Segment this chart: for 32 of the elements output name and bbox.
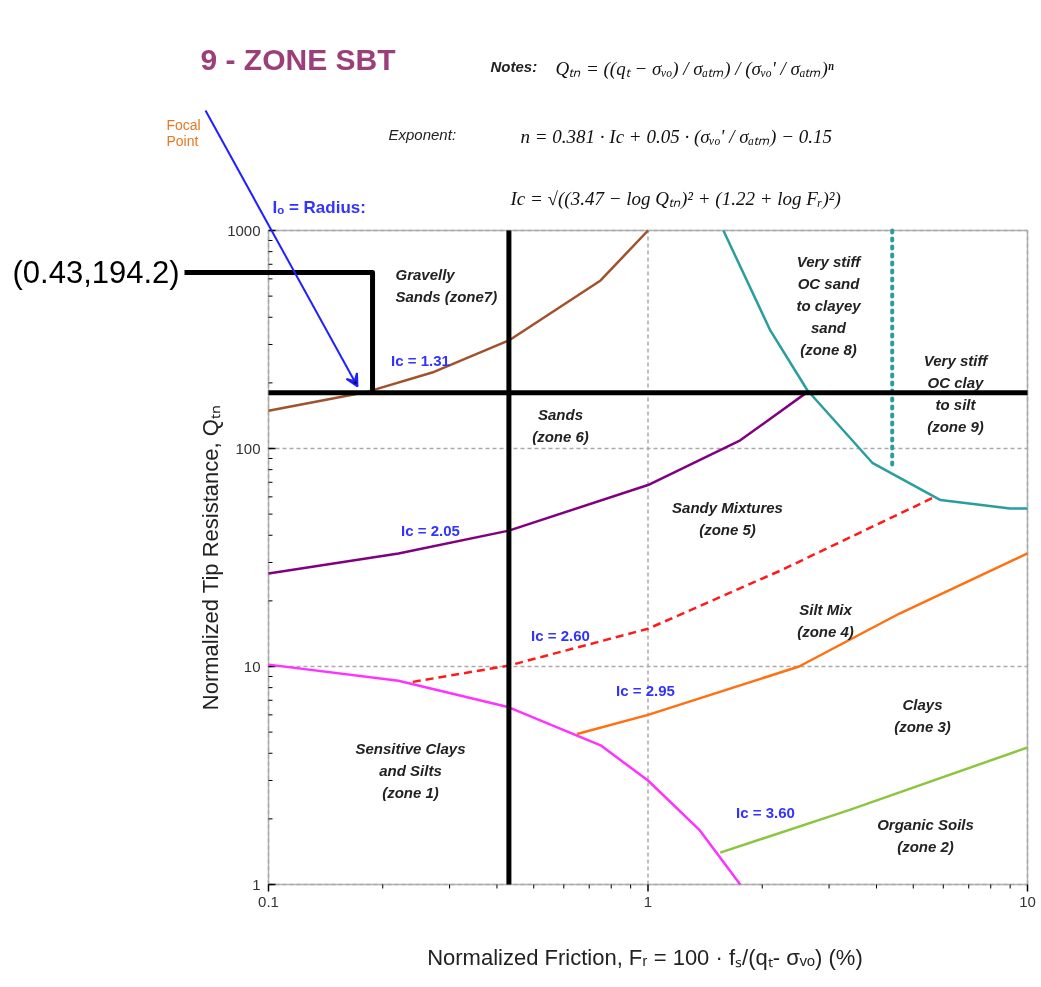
annotation: Sands (zone 6)	[532, 405, 589, 446]
annotation: Ic = 2.05	[401, 522, 460, 539]
text: Ic = √((3.47 − log Qₜₙ)² + (1.22 + log Fᵣ)²)	[509, 188, 841, 210]
annotation: Sandy Mixtures (zone 5)	[672, 498, 783, 539]
annotation: Ic = 2.60	[531, 627, 590, 644]
text: Iₒ = Radius:	[272, 198, 366, 217]
x-tick-label: 1	[643, 892, 653, 910]
annotation: Sensitive Clays and Silts (zone 1)	[355, 739, 466, 802]
text: Qₜₙ = ((qₜ − σᵥₒ) / σₐₜₘ) / (σᵥₒ' / σₐₜₘ)ⁿ	[555, 58, 834, 80]
annotation: Ic = 2.95	[616, 682, 675, 699]
annotation: Clays (zone 3)	[894, 695, 951, 736]
x-tick-label: 10	[1019, 892, 1036, 910]
text: Focal Point	[166, 116, 201, 149]
y-tick-label: 1000	[227, 221, 261, 239]
x-axis-title: Normalized Friction, Fᵣ = 100 · fₛ/(qₜ- σᵥₒ) (%)	[427, 945, 863, 970]
chart-title: 9 - ZONE SBT	[200, 42, 396, 76]
x-tick-label: 0.1	[258, 892, 279, 910]
y-tick-label: 1	[252, 875, 261, 893]
annotation: Ic = 3.60	[736, 804, 795, 821]
annotation: Silt Mix (zone 4)	[797, 600, 854, 641]
text: Notes:	[490, 58, 538, 75]
annotation: Gravelly Sands (zone7)	[395, 265, 498, 306]
annotation: Ic = 1.31	[391, 352, 450, 369]
annotation: Very stiff OC sand to clayey sand (zone 8)	[796, 252, 863, 359]
annotation: Very stiff OC clay to silt (zone 9)	[923, 351, 990, 436]
text: n = 0.381 · Ic + 0.05 · (σᵥₒ' / σₐₜₘ) − 0.15	[520, 126, 833, 148]
y-tick-label: 10	[243, 657, 261, 675]
y-tick-label: 100	[235, 439, 261, 457]
y-axis-title: Normalized Tip Resistance, Qₜₙ	[198, 405, 223, 711]
annotation: Organic Soils (zone 2)	[877, 815, 974, 856]
annotation: (0.43,194.2)	[12, 255, 180, 290]
text: Exponent:	[388, 126, 457, 143]
